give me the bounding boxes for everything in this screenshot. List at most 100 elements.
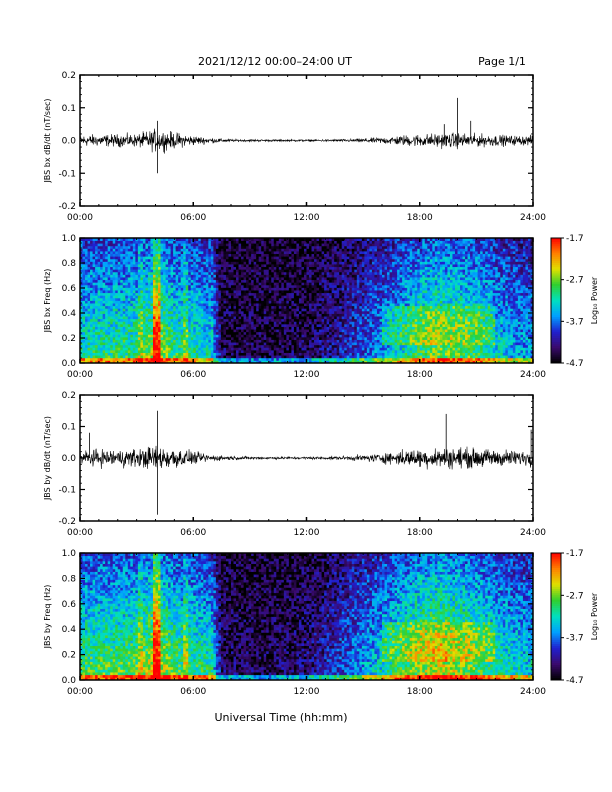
spectrogram-cell (243, 261, 247, 265)
spectrogram-cell (92, 303, 96, 307)
spectrogram-cell (324, 264, 328, 268)
spectrogram-cell (331, 336, 335, 340)
spectrogram-cell (248, 261, 252, 265)
spectrogram-cell (193, 279, 197, 283)
spectrogram-cell (155, 277, 159, 281)
spectrogram-cell (147, 277, 151, 281)
spectrogram-cell (298, 336, 302, 340)
spectrogram-cell (220, 329, 224, 333)
spectrogram-cell (231, 264, 234, 268)
spectrogram-cell (268, 300, 272, 304)
spectrogram-cell (97, 258, 101, 262)
spectrogram-cell (215, 349, 219, 353)
spectrogram-cell (288, 269, 292, 273)
spectrogram-cell (218, 251, 222, 255)
spectrogram-cell (243, 321, 247, 325)
spectrogram-cell (122, 344, 126, 348)
spectrogram-cell (319, 279, 322, 283)
spectrogram-cell (301, 258, 305, 262)
spectrogram-cell (263, 261, 267, 265)
spectrogram-cell (107, 326, 111, 330)
spectrogram-cell (200, 277, 204, 281)
spectrogram-cell (155, 251, 159, 255)
spectrogram-cell (198, 248, 202, 252)
spectrogram-cell (228, 251, 232, 255)
spectrogram-cell (288, 245, 292, 249)
spectrogram-cell (127, 277, 131, 281)
spectrogram-cell (213, 271, 217, 275)
spectrogram-cell (273, 336, 277, 340)
spectrogram-cell (261, 357, 265, 361)
spectrogram-cell (306, 251, 310, 255)
spectrogram-cell (185, 318, 189, 322)
spectrogram-cell (278, 360, 282, 364)
spectrogram-cell (168, 316, 171, 320)
spectrogram-cell (175, 310, 179, 314)
spectrogram-cell (283, 253, 287, 257)
spectrogram-cell (263, 282, 267, 286)
spectrogram-cell (331, 357, 335, 361)
spectrogram-cell (258, 277, 262, 281)
spectrogram-cell (233, 277, 237, 281)
spectrogram-cell (248, 308, 252, 312)
spectrogram-cell (160, 258, 164, 262)
spectrogram-cell (263, 347, 267, 351)
spectrogram-cell (173, 245, 177, 249)
spectrogram-cell (160, 334, 164, 338)
spectrogram-cell (271, 344, 275, 348)
spectrogram-cell (150, 274, 154, 278)
spectrogram-cell (286, 284, 290, 288)
spectrogram-cell (314, 355, 317, 359)
spectrogram-cell (286, 303, 290, 307)
spectrogram-cell (271, 310, 275, 314)
spectrogram-cell (319, 308, 322, 312)
spectrogram-cell (238, 266, 242, 270)
spectrogram-cell (243, 305, 247, 309)
spectrogram-cell (301, 305, 305, 309)
spectrogram-cell (324, 248, 328, 252)
spectrogram-cell (228, 331, 232, 335)
spectrogram-cell (190, 292, 194, 296)
spectrogram-cell (160, 308, 164, 312)
spectrogram-cell (276, 342, 280, 346)
spectrogram-cell (273, 313, 277, 317)
spectrogram-cell (248, 264, 252, 268)
spectrogram-cell (314, 326, 317, 330)
spectrogram-cell (301, 349, 305, 353)
spectrogram-cell (278, 334, 282, 338)
spectrogram-cell (291, 344, 295, 348)
spectrogram-cell (278, 297, 282, 301)
spectrogram-cell (150, 308, 154, 312)
spectrogram-cell (180, 274, 184, 278)
spectrogram-cell (268, 326, 272, 330)
spectrogram-cell (271, 269, 275, 273)
spectrogram-cell (311, 248, 315, 252)
spectrogram-cell (115, 310, 119, 314)
spectrogram-cell (80, 245, 83, 249)
spectrogram-cell (112, 336, 116, 340)
spectrogram-cell (293, 329, 297, 333)
spectrogram-cell (251, 323, 255, 327)
spectrogram-cell (95, 282, 99, 286)
spectrogram-cell (298, 305, 302, 309)
spectrogram-cell (296, 318, 300, 322)
spectrogram-cell (140, 305, 144, 309)
spectrogram-cell (261, 313, 265, 317)
spectrogram-cell (195, 336, 199, 340)
spectrogram-cell (122, 300, 126, 304)
spectrogram-cell (311, 264, 315, 268)
spectrogram-cell (223, 279, 227, 283)
spectrogram-cell (127, 297, 131, 301)
spectrogram-cell (178, 318, 182, 322)
spectrogram-cell (233, 248, 237, 252)
spectrogram-cell (225, 334, 229, 338)
spectrogram-cell (253, 303, 257, 307)
spectrogram-cell (158, 287, 161, 291)
spectrogram-cell (223, 349, 227, 353)
spectrogram-cell (324, 240, 328, 244)
spectrogram-cell (122, 297, 126, 301)
spectrogram-cell (288, 282, 292, 286)
spectrogram-cell (90, 253, 93, 257)
spectrogram-cell (180, 336, 184, 340)
spectrogram-cell (112, 316, 116, 320)
